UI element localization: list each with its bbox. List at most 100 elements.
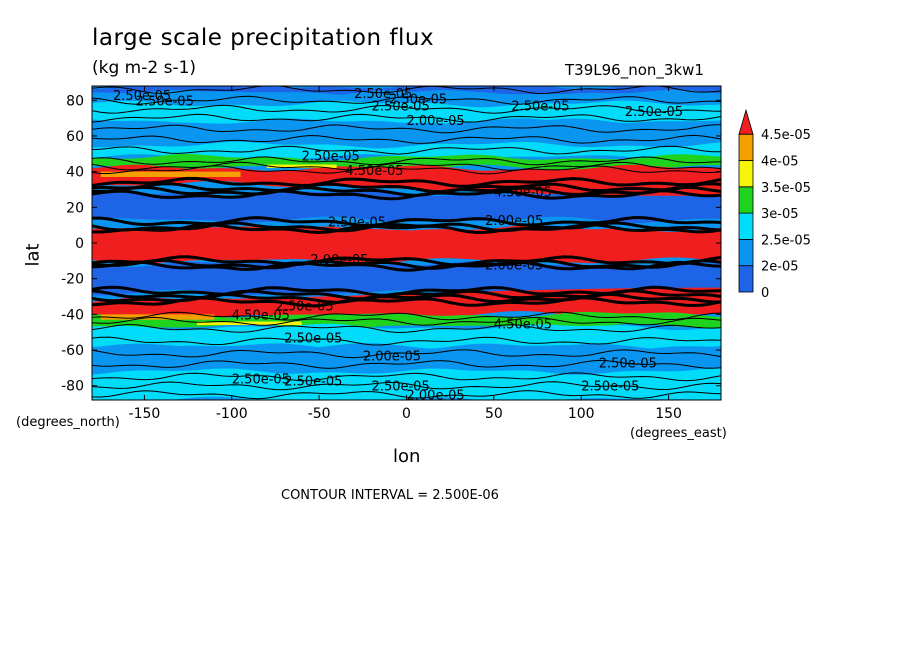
contour-label: 2.50e-05 <box>354 87 412 102</box>
contour-line <box>92 296 721 308</box>
contour-label: 2.50e-05 <box>372 380 430 395</box>
chart-units: (kg m-2 s-1) <box>92 58 197 78</box>
contour-line <box>92 189 721 201</box>
contour-line <box>92 145 721 155</box>
contour-label: 2.50e-05 <box>328 216 386 231</box>
y-tick-label: -20 <box>61 272 84 288</box>
contour-line <box>92 95 721 105</box>
colorbar-swatch <box>738 160 754 188</box>
field-accent <box>100 171 241 177</box>
contour-label: 4.50e-05 <box>494 317 552 332</box>
field-tropical-max <box>92 227 547 260</box>
contour-label: 2.50e-05 <box>599 357 657 372</box>
colorbar-label: 2e-05 <box>761 260 799 275</box>
y-tick-label: 40 <box>66 165 84 181</box>
contour-line <box>92 113 721 123</box>
contour-label: 2.00e-05 <box>485 214 543 229</box>
contour-interval-note: CONTOUR INTERVAL = 2.500E-06 <box>281 488 499 503</box>
contour-line <box>92 165 721 175</box>
contour-label: 2.50e-05 <box>275 299 333 314</box>
field-band <box>92 343 721 375</box>
contour-line <box>92 104 721 114</box>
colorbar-label: 3.5e-05 <box>761 181 811 196</box>
colorbar-label: 2.5e-05 <box>761 233 811 248</box>
y-tick-label: 20 <box>66 200 84 216</box>
chart-title: large scale precipitation flux <box>92 25 435 51</box>
y-tick-label: -80 <box>61 379 84 395</box>
contour-line <box>92 216 721 227</box>
contour-line <box>92 324 721 334</box>
contour-line <box>92 359 721 369</box>
contour-label: 2.50e-05 <box>625 105 683 120</box>
contour-line <box>92 372 721 382</box>
colorbar-swatch <box>738 238 754 267</box>
colorbar-label: 0 <box>761 286 769 301</box>
colorbar: 0 2e-05 2.5e-05 3e-05 3.5e-05 4e-05 4.5e-05 <box>738 108 811 301</box>
colorbar-swatch <box>738 212 754 240</box>
contour-label: 2.50e-05 <box>581 380 639 395</box>
field-band <box>92 141 721 161</box>
contour-label: 2.50e-05 <box>113 89 171 104</box>
contour-label: 2.50e-05 <box>284 374 342 389</box>
x-tick-label: 0 <box>402 406 411 422</box>
field-band <box>92 311 721 331</box>
contour-label: 2.00e-05 <box>310 253 368 268</box>
colorbar-swatch <box>738 186 754 214</box>
contour-label: 4.50e-05 <box>232 308 290 323</box>
y-tick-label: -60 <box>61 343 84 359</box>
x-axis-units: (degrees_east) <box>630 426 727 441</box>
contour-line <box>92 349 721 359</box>
contour-label: 2.00e-05 <box>407 114 465 129</box>
contour-label: 2.50e-05 <box>232 373 290 388</box>
x-axis-label: lon <box>393 446 421 467</box>
field-band <box>92 100 721 125</box>
colorbar-label: 4e-05 <box>761 155 799 170</box>
contour-label: 2.00e-05 <box>407 389 465 404</box>
y-tick-label: 60 <box>66 129 84 145</box>
x-tick-label: -100 <box>216 406 248 422</box>
x-tick-label: -150 <box>129 406 161 422</box>
contour-line <box>92 311 721 321</box>
dataset-label: T39L96_non_3kw1 <box>565 61 704 79</box>
field-accent <box>196 321 302 326</box>
contour-line <box>92 316 721 326</box>
x-tick-label: 150 <box>655 406 682 422</box>
contour-line <box>92 260 721 272</box>
colorbar-swatch <box>738 265 754 293</box>
contour-label: 4.50e-05 <box>494 185 552 200</box>
contour-label: 4.50e-05 <box>345 164 403 179</box>
field-accent <box>266 164 337 169</box>
contour-label: 2.00e-05 <box>363 349 421 364</box>
y-axis-units: (degrees_north) <box>16 415 120 430</box>
contour-line <box>92 156 721 166</box>
contour-line <box>92 221 721 233</box>
contour-line <box>92 258 721 270</box>
x-tick-label: 50 <box>485 406 503 422</box>
colorbar-arrow <box>738 108 754 135</box>
y-tick-label: 0 <box>75 236 84 252</box>
contour-label: 2.50e-05 <box>302 150 360 165</box>
contour-line <box>92 336 721 346</box>
contour-label: 2.50e-05 <box>372 100 430 115</box>
contour-label: 2.50e-05 <box>389 92 447 107</box>
contour-line <box>92 185 721 197</box>
y-tick-label: 80 <box>66 93 84 109</box>
contour-line <box>92 134 721 144</box>
colorbar-label: 4.5e-05 <box>761 128 811 143</box>
colorbar-swatch <box>738 133 754 161</box>
x-tick-label: -50 <box>308 406 331 422</box>
contour-line <box>92 176 721 188</box>
contour-label: 2.50e-05 <box>511 100 569 115</box>
contour-label: 2.50e-05 <box>284 332 342 347</box>
contour-line <box>92 255 721 267</box>
colorbar-label: 3e-05 <box>761 207 799 222</box>
contour-line <box>92 223 721 235</box>
field-accent <box>100 314 215 320</box>
contour-label: 2.00e-05 <box>485 258 543 273</box>
contour-line <box>92 124 721 134</box>
contour-label: 2.50e-05 <box>136 94 194 109</box>
x-tick-label: 100 <box>568 406 595 422</box>
contour-line <box>92 182 721 194</box>
y-tick-label: -40 <box>61 307 84 323</box>
